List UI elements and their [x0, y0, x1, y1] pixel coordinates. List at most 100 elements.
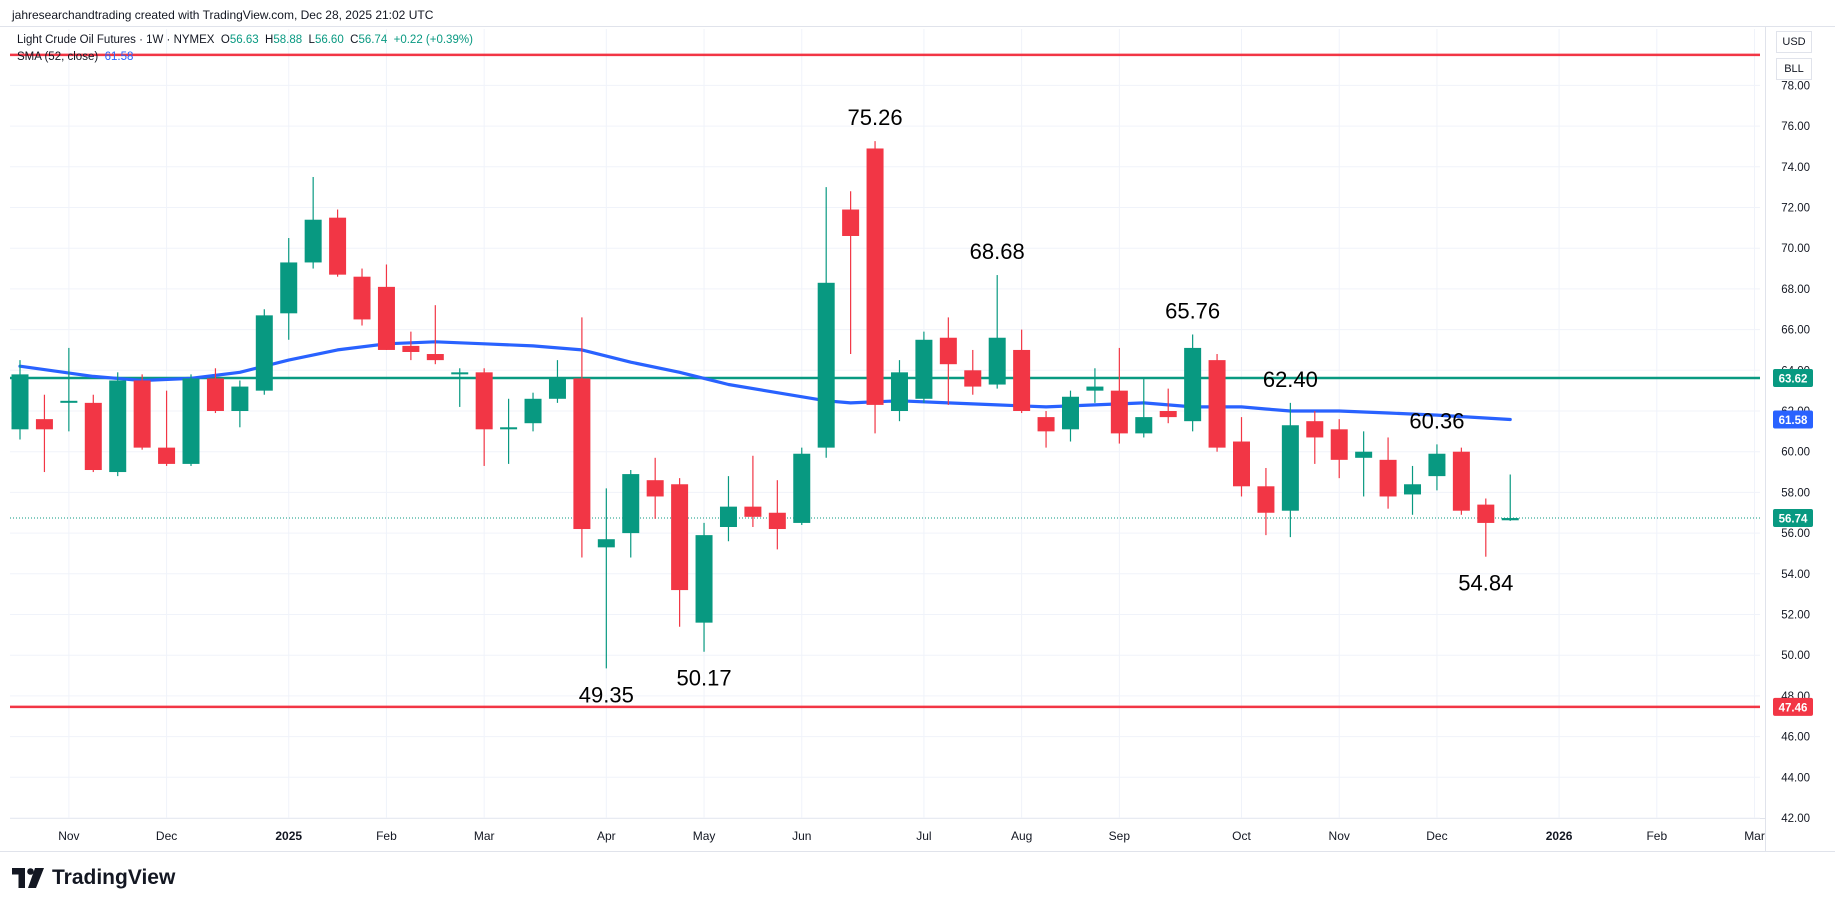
candle [280, 238, 298, 340]
candle-body [402, 345, 420, 352]
candle-body [1037, 417, 1055, 432]
candle-body [304, 219, 322, 263]
candle-body [817, 282, 835, 448]
candle [1061, 390, 1079, 442]
candle-body [1233, 441, 1250, 487]
open-label: O [220, 34, 230, 46]
level-price-tag: 47.46 [1779, 702, 1808, 714]
currency-unit-button[interactable]: USD [1776, 31, 1812, 53]
candle [377, 264, 395, 350]
candle [817, 187, 835, 458]
candle [84, 394, 102, 473]
candle [1330, 419, 1348, 479]
candle-body [719, 506, 737, 527]
x-tick-label: Oct [1232, 829, 1251, 843]
candle-body [475, 372, 493, 430]
candle-body [1013, 349, 1031, 411]
candle [768, 480, 786, 550]
candle-body [1184, 347, 1202, 422]
candle [793, 447, 811, 525]
candle [60, 347, 78, 432]
candle-body [915, 339, 933, 399]
close-value: 56.74 [358, 34, 388, 46]
low-label: L [308, 34, 315, 46]
y-tick-label: 56.00 [1781, 528, 1810, 540]
sma-label: SMA (52, close) [17, 51, 99, 63]
x-tick-label: Nov [1329, 829, 1350, 843]
candle [1452, 447, 1470, 515]
candle-body [524, 398, 542, 424]
quantity-unit-button[interactable]: BLL [1776, 58, 1812, 80]
candle [182, 374, 200, 466]
price-annotation: 54.84 [1458, 571, 1513, 596]
candle-body [622, 474, 640, 534]
open-value: 56.63 [229, 34, 259, 46]
candle-body [1306, 421, 1324, 438]
level-price-tag-bg [1773, 369, 1813, 388]
candle [231, 380, 249, 428]
y-tick-label: 68.00 [1781, 284, 1810, 296]
candle-body [1135, 417, 1153, 434]
candle [451, 368, 469, 407]
change-value: +0.22 (+0.39%) [393, 34, 473, 46]
candle [304, 176, 322, 269]
candle-body [1086, 386, 1104, 391]
candle-body [11, 374, 29, 430]
sma-line [18, 340, 1512, 422]
sma-price-tag-bg [1773, 410, 1813, 429]
candle-body [35, 419, 53, 430]
x-tick-label: Dec [1426, 829, 1447, 843]
candle [1037, 411, 1055, 448]
candle [35, 394, 53, 473]
candle-body [695, 535, 713, 623]
candle-body [597, 539, 615, 548]
y-tick-label: 72.00 [1781, 203, 1810, 215]
y-tick-label: 76.00 [1781, 121, 1810, 133]
candle-body [842, 209, 860, 236]
y-tick-label: 42.00 [1781, 813, 1810, 825]
x-tick-label: May [693, 829, 716, 843]
x-tick-label: Dec [156, 829, 177, 843]
candle-body [133, 380, 151, 448]
candle [353, 268, 371, 326]
tradingview-logo[interactable]: TradingView [12, 866, 175, 890]
x-tick-label: Apr [597, 829, 616, 843]
candle [597, 488, 615, 669]
candle [915, 331, 933, 403]
sma-value: 61.58 [104, 51, 134, 63]
tradingview-icon [12, 868, 44, 888]
candle-body [1330, 429, 1348, 460]
candle [1404, 465, 1422, 515]
y-tick-label: 46.00 [1781, 732, 1810, 744]
candle [1428, 444, 1446, 491]
candle [1233, 417, 1250, 497]
candle [1013, 329, 1031, 414]
candle-body [1061, 396, 1079, 430]
symbol-legend[interactable]: Light Crude Oil Futures · 1W · NYMEX O56… [17, 34, 473, 46]
candle [1281, 402, 1299, 538]
candle-body [573, 378, 591, 530]
candle [329, 209, 347, 277]
candle-body [1281, 425, 1299, 511]
candle-body [1428, 453, 1446, 477]
candle-body [84, 402, 102, 471]
candle [11, 360, 29, 440]
candle-body [329, 217, 347, 275]
y-tick-label: 54.00 [1781, 569, 1810, 581]
candle [890, 360, 908, 422]
price-annotation: 60.36 [1409, 408, 1464, 433]
candle-body [60, 400, 78, 403]
candle-body [646, 480, 664, 497]
candle-body [1257, 486, 1275, 513]
candle-body [1208, 360, 1226, 448]
y-tick-label: 50.00 [1781, 650, 1810, 662]
candle-body [255, 315, 273, 391]
sma-legend[interactable]: SMA (52, close) 61.58 [17, 51, 133, 63]
y-tick-label: 66.00 [1781, 325, 1810, 337]
price-annotation: 49.35 [579, 682, 634, 707]
candle-body [158, 447, 176, 464]
y-tick-label: 74.00 [1781, 162, 1810, 174]
candle-body [866, 148, 884, 405]
candle [548, 360, 566, 403]
